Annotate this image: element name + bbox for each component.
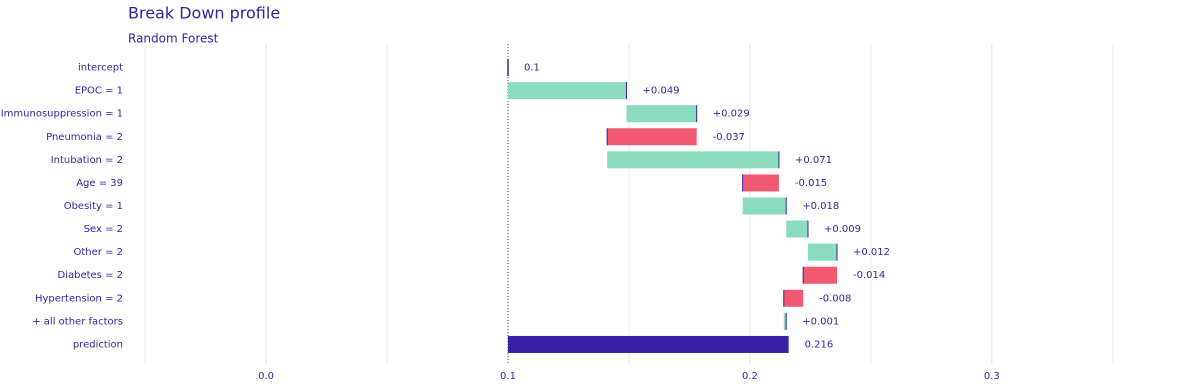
category-label: prediction [73,339,123,350]
bar [626,105,697,123]
category-label: Immunosuppression = 1 [1,109,123,120]
value-label: -0.037 [713,132,745,143]
category-label: Pneumonia = 2 [46,132,123,143]
bar [783,289,804,307]
bar [507,82,627,100]
x-tick-label: 0.0 [258,371,274,382]
bar [807,243,838,261]
value-label: 0.216 [805,339,834,350]
bar [507,335,789,353]
value-label: -0.014 [853,270,885,281]
category-label: intercept [78,63,123,74]
category-label: + all other factors [32,316,123,327]
category-label: Other = 2 [74,247,124,258]
category-label: EPOC = 1 [75,86,123,97]
value-label: +0.029 [713,109,750,120]
bar [783,312,787,330]
category-label: Hypertension = 2 [35,293,123,304]
chart-title: Break Down profile [128,4,280,23]
value-label: +0.018 [802,201,839,212]
bar [607,151,779,169]
category-label: Age = 39 [76,178,123,189]
category-label: Diabetes = 2 [58,270,124,281]
chart-subtitle: Random Forest [128,32,219,46]
value-label: +0.009 [824,224,861,235]
category-label: Intubation = 2 [51,155,123,166]
bar [607,128,697,146]
bar [786,220,808,238]
value-label: +0.001 [802,316,839,327]
x-tick-label: 0.3 [984,371,1000,382]
value-label: +0.012 [853,247,890,258]
value-label: +0.071 [795,155,832,166]
value-label: -0.015 [795,178,827,189]
value-label: +0.049 [643,86,680,97]
category-label: Obesity = 1 [64,201,123,212]
bar [742,174,779,192]
value-label: -0.008 [819,293,851,304]
x-tick-label: 0.2 [742,371,758,382]
value-label: 0.1 [524,63,540,74]
bar [742,197,787,215]
bar [803,266,838,284]
category-label: Sex = 2 [84,224,123,235]
x-tick-label: 0.1 [500,371,516,382]
